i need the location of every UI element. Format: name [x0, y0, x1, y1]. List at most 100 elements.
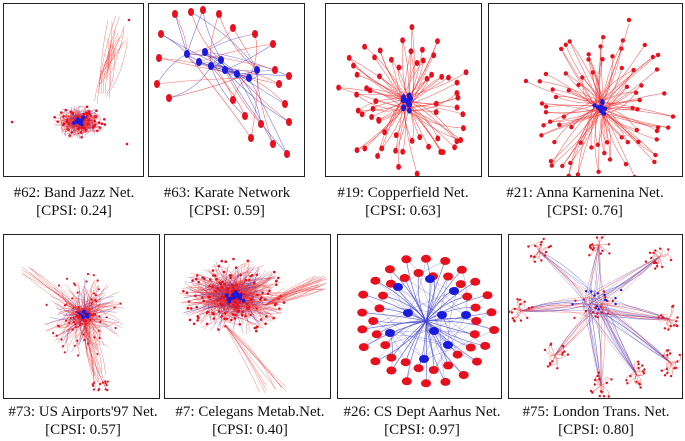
edge — [594, 107, 600, 172]
edge — [583, 302, 672, 364]
core-node — [393, 283, 403, 291]
core-node — [598, 106, 603, 112]
peripheral-node — [667, 248, 670, 251]
peripheral-node — [261, 291, 264, 294]
peripheral-node — [543, 110, 549, 115]
edge — [160, 33, 188, 55]
edge — [551, 108, 606, 166]
peripheral-node — [85, 280, 88, 283]
edge — [218, 288, 222, 304]
peripheral-node — [94, 313, 97, 316]
edge — [186, 27, 234, 55]
edge — [395, 100, 404, 151]
edge — [658, 249, 669, 258]
peripheral-node — [220, 315, 223, 318]
peripheral-node — [533, 260, 537, 263]
peripheral-node — [626, 17, 632, 23]
peripheral-node — [408, 48, 414, 55]
core-node — [600, 100, 605, 105]
peripheral-node — [217, 264, 221, 268]
core-node — [202, 48, 208, 56]
peripheral-node — [662, 91, 667, 96]
edge — [586, 309, 638, 376]
peripheral-node — [236, 310, 239, 313]
core-node — [222, 66, 228, 74]
peripheral-node — [458, 137, 464, 143]
network-name: #75: London Trans. Net. — [522, 404, 670, 420]
core-node — [406, 101, 412, 108]
edge — [363, 312, 409, 348]
edge — [186, 9, 204, 55]
peripheral-node — [470, 303, 481, 312]
peripheral-node — [660, 314, 663, 317]
peripheral-node — [541, 123, 546, 128]
peripheral-node — [88, 110, 91, 113]
edge — [598, 244, 601, 299]
peripheral-node — [580, 75, 585, 80]
peripheral-node — [435, 135, 441, 142]
peripheral-node — [635, 380, 638, 383]
peripheral-node — [569, 124, 574, 130]
edge — [218, 13, 258, 71]
core-node — [229, 296, 233, 301]
peripheral-node — [642, 42, 647, 48]
edge — [423, 276, 449, 360]
edge — [98, 37, 120, 80]
peripheral-node — [511, 317, 514, 320]
edge — [635, 365, 643, 376]
peripheral-node — [65, 120, 69, 124]
core-node — [443, 341, 453, 349]
edge — [83, 320, 96, 376]
network-name: #7: Celegans Metab.Net. — [175, 404, 325, 420]
peripheral-node — [62, 115, 65, 118]
peripheral-node — [454, 90, 460, 96]
peripheral-node — [218, 281, 222, 285]
peripheral-node — [52, 331, 55, 335]
edge — [516, 310, 522, 321]
edge — [423, 312, 492, 360]
peripheral-node — [92, 388, 95, 391]
edge — [222, 291, 232, 328]
peripheral-node — [561, 344, 564, 348]
peripheral-node — [414, 170, 420, 176]
peripheral-node — [60, 111, 63, 114]
peripheral-node — [200, 6, 206, 14]
peripheral-node — [560, 163, 565, 169]
peripheral-node — [553, 94, 559, 100]
edge — [375, 320, 427, 362]
peripheral-node — [91, 383, 94, 386]
peripheral-node — [238, 301, 241, 304]
edge — [373, 320, 427, 324]
peripheral-node — [232, 300, 236, 303]
peripheral-node — [95, 109, 98, 112]
peripheral-node — [105, 316, 108, 319]
edge — [541, 113, 604, 136]
core-node — [614, 296, 617, 300]
edge — [590, 244, 600, 312]
peripheral-node — [246, 259, 250, 263]
peripheral-node — [346, 54, 352, 61]
peripheral-node — [598, 44, 603, 49]
edge — [554, 311, 598, 356]
peripheral-node — [379, 145, 385, 152]
edge — [425, 258, 431, 322]
edge — [68, 131, 79, 135]
edge — [70, 119, 75, 128]
peripheral-node — [421, 254, 431, 263]
core-node — [585, 290, 588, 293]
edge — [231, 282, 237, 289]
edge — [565, 44, 603, 103]
edge — [73, 110, 77, 114]
cpsi-score: [CPSI: 0.63] — [365, 203, 441, 219]
peripheral-node — [526, 316, 529, 320]
edge — [83, 320, 99, 383]
peripheral-node — [452, 144, 457, 151]
peripheral-node — [652, 159, 657, 165]
peripheral-node — [454, 79, 460, 86]
peripheral-node — [97, 121, 101, 124]
peripheral-node — [413, 269, 424, 277]
peripheral-node — [650, 256, 653, 260]
peripheral-node — [221, 280, 224, 284]
peripheral-node — [513, 320, 516, 323]
peripheral-node — [611, 299, 614, 303]
